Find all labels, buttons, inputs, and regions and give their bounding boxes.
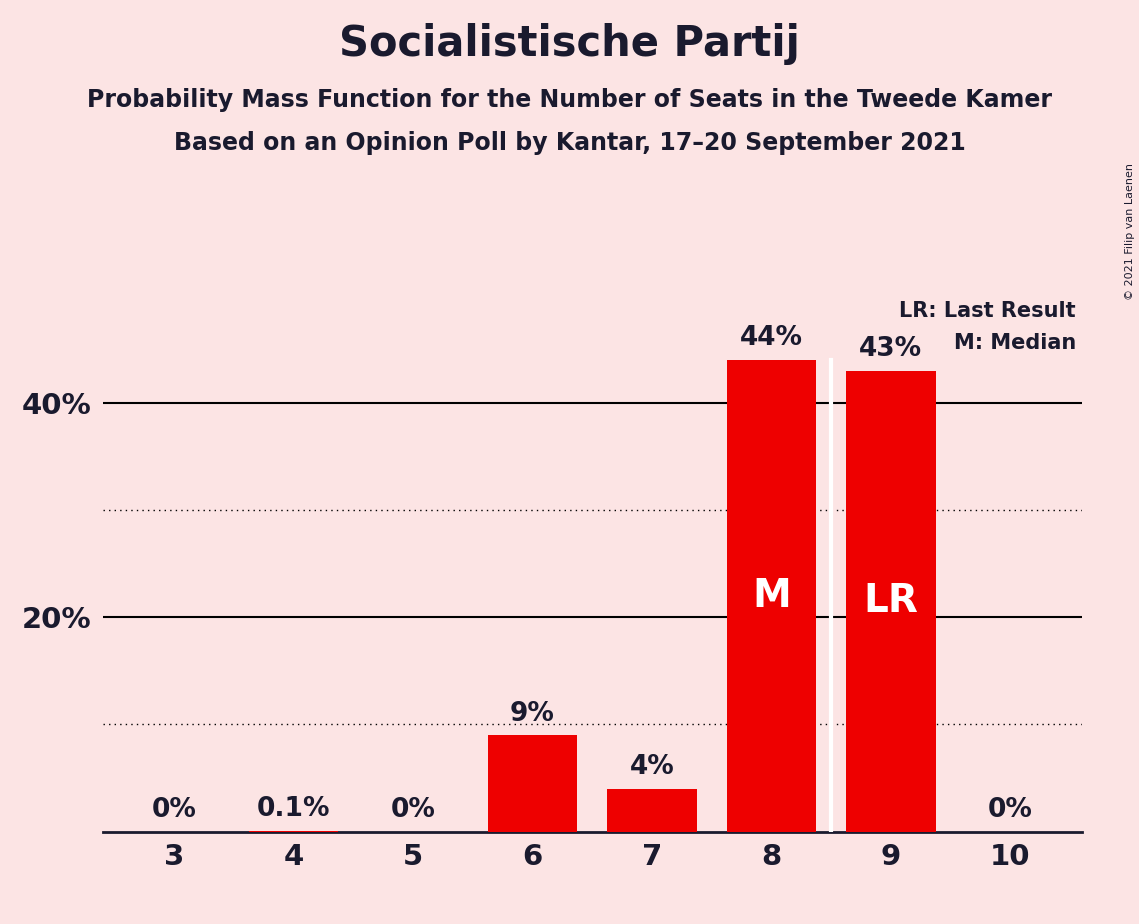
Bar bbox=[846, 371, 936, 832]
Text: Based on an Opinion Poll by Kantar, 17–20 September 2021: Based on an Opinion Poll by Kantar, 17–2… bbox=[173, 131, 966, 155]
Text: LR: LR bbox=[863, 582, 918, 620]
Text: 0%: 0% bbox=[988, 797, 1033, 823]
Bar bbox=[487, 736, 577, 832]
Text: LR: Last Result: LR: Last Result bbox=[900, 301, 1076, 321]
Bar bbox=[607, 789, 697, 832]
Text: © 2021 Filip van Laenen: © 2021 Filip van Laenen bbox=[1125, 163, 1134, 299]
Text: 0%: 0% bbox=[151, 797, 197, 823]
Text: M: Median: M: Median bbox=[953, 334, 1076, 353]
Text: Probability Mass Function for the Number of Seats in the Tweede Kamer: Probability Mass Function for the Number… bbox=[87, 88, 1052, 112]
Text: 0%: 0% bbox=[391, 797, 435, 823]
Bar bbox=[248, 831, 338, 832]
Text: 44%: 44% bbox=[740, 325, 803, 351]
Bar bbox=[727, 360, 817, 832]
Text: Socialistische Partij: Socialistische Partij bbox=[339, 23, 800, 65]
Text: 4%: 4% bbox=[630, 754, 674, 780]
Text: 0.1%: 0.1% bbox=[257, 796, 330, 822]
Text: 9%: 9% bbox=[510, 700, 555, 726]
Text: 43%: 43% bbox=[859, 336, 923, 362]
Text: M: M bbox=[752, 577, 790, 614]
